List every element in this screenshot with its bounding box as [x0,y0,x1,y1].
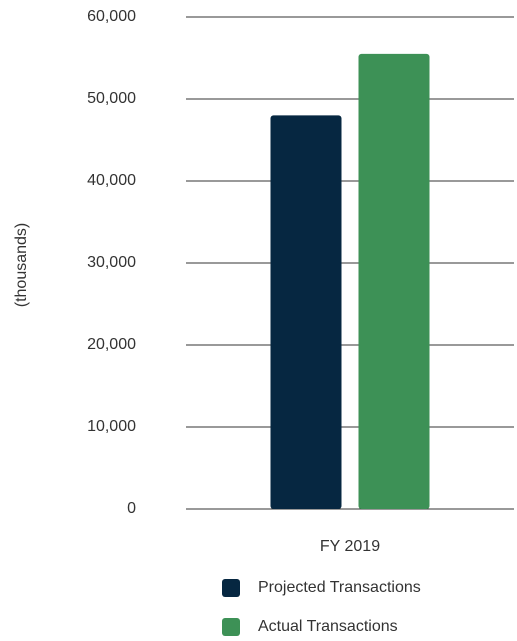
y-tick-label: 30,000 [87,254,136,271]
y-tick-label: 10,000 [87,418,136,435]
y-tick-label: 0 [127,500,136,517]
x-tick-label: FY 2019 [320,538,380,555]
legend-swatch [222,618,240,636]
y-tick-label: 20,000 [87,336,136,353]
legend-label: Projected Transactions [258,579,421,596]
y-tick-label: 50,000 [87,90,136,107]
y-tick-label: 40,000 [87,172,136,189]
bar [270,115,342,510]
bar [358,53,430,510]
y-tick-label: 60,000 [87,8,136,25]
y-axis-label: (thousands) [13,223,30,308]
legend-label: Actual Transactions [258,618,398,635]
legend-swatch [222,579,240,597]
